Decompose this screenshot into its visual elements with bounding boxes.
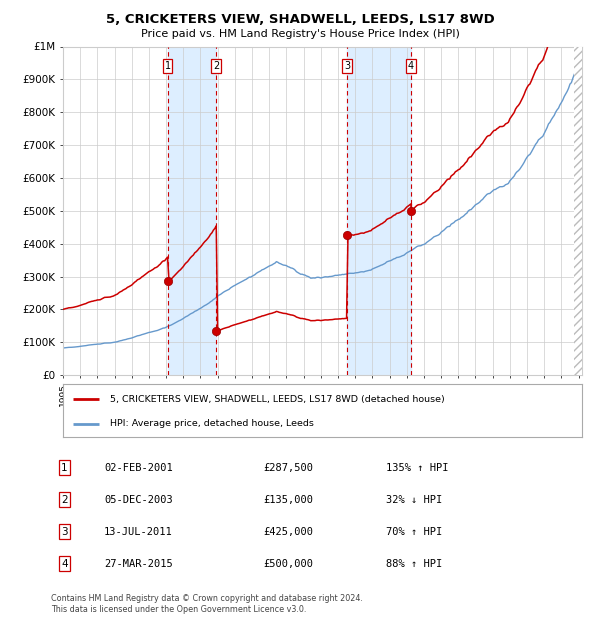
Text: 27-MAR-2015: 27-MAR-2015: [104, 559, 173, 569]
Text: 88% ↑ HPI: 88% ↑ HPI: [386, 559, 442, 569]
Text: 13-JUL-2011: 13-JUL-2011: [104, 527, 173, 537]
Text: Price paid vs. HM Land Registry's House Price Index (HPI): Price paid vs. HM Land Registry's House …: [140, 29, 460, 39]
Text: HPI: Average price, detached house, Leeds: HPI: Average price, detached house, Leed…: [110, 419, 314, 428]
Text: 135% ↑ HPI: 135% ↑ HPI: [386, 463, 448, 472]
Text: 2: 2: [213, 61, 220, 71]
Text: 4: 4: [408, 61, 414, 71]
Text: £135,000: £135,000: [263, 495, 313, 505]
Text: 32% ↓ HPI: 32% ↓ HPI: [386, 495, 442, 505]
Text: 1: 1: [61, 463, 68, 472]
Bar: [347, 46, 411, 375]
Text: 3: 3: [344, 61, 350, 71]
Text: 4: 4: [61, 559, 68, 569]
Text: 5, CRICKETERS VIEW, SHADWELL, LEEDS, LS17 8WD: 5, CRICKETERS VIEW, SHADWELL, LEEDS, LS1…: [106, 13, 494, 26]
Text: 5, CRICKETERS VIEW, SHADWELL, LEEDS, LS17 8WD (detached house): 5, CRICKETERS VIEW, SHADWELL, LEEDS, LS1…: [110, 395, 445, 404]
Text: Contains HM Land Registry data © Crown copyright and database right 2024.
This d: Contains HM Land Registry data © Crown c…: [51, 595, 363, 614]
Text: 3: 3: [61, 527, 68, 537]
Text: 05-DEC-2003: 05-DEC-2003: [104, 495, 173, 505]
Text: 1: 1: [164, 61, 171, 71]
Text: 2: 2: [61, 495, 68, 505]
Text: £425,000: £425,000: [263, 527, 313, 537]
Bar: [167, 46, 216, 375]
Text: £287,500: £287,500: [263, 463, 313, 472]
Bar: [574, 46, 583, 375]
Text: 02-FEB-2001: 02-FEB-2001: [104, 463, 173, 472]
Text: 70% ↑ HPI: 70% ↑ HPI: [386, 527, 442, 537]
Text: £500,000: £500,000: [263, 559, 313, 569]
